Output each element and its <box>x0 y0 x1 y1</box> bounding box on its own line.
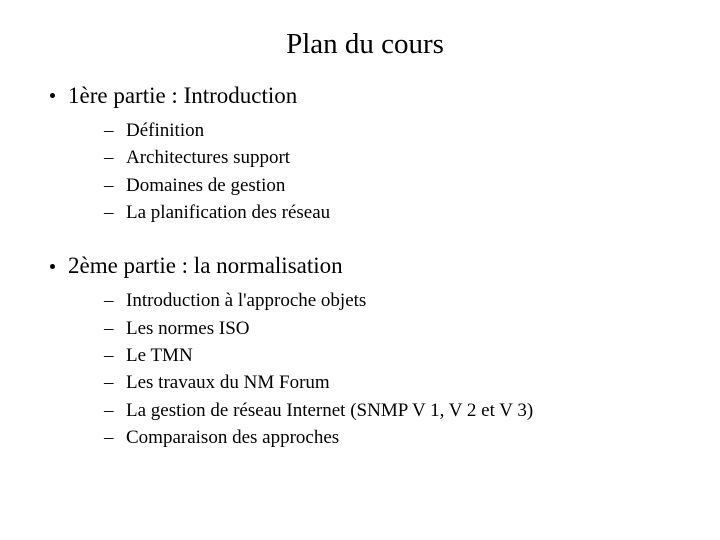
dash-icon: – <box>104 174 114 198</box>
list-item-text: Le TMN <box>126 345 193 366</box>
dash-icon: – <box>104 344 114 368</box>
section-1-items: – Définition – Architectures support – D… <box>104 119 680 225</box>
list-item-text: Définition <box>126 120 204 141</box>
dash-icon: – <box>104 371 114 395</box>
list-item-text: La gestion de réseau Internet (SNMP V 1,… <box>126 400 533 421</box>
list-item: – Domaines de gestion <box>104 174 680 198</box>
dash-icon: – <box>104 146 114 170</box>
list-item: – Les normes ISO <box>104 317 680 341</box>
dash-icon: – <box>104 399 114 423</box>
list-item-text: Architectures support <box>126 147 290 168</box>
list-item: – Architectures support <box>104 146 680 170</box>
list-item: – Définition <box>104 119 680 143</box>
list-item-text: Les normes ISO <box>126 318 249 339</box>
dash-icon: – <box>104 317 114 341</box>
list-item-text: Les travaux du NM Forum <box>126 372 330 393</box>
list-item: – La planification des réseau <box>104 201 680 225</box>
list-item: – Introduction à l'approche objets <box>104 289 680 313</box>
list-item-text: Domaines de gestion <box>126 175 285 196</box>
dash-icon: – <box>104 289 114 313</box>
section-heading-2: 2ème partie : la normalisation <box>50 253 680 279</box>
list-item: – La gestion de réseau Internet (SNMP V … <box>104 399 680 423</box>
section-heading-text: 2ème partie : la normalisation <box>68 253 343 278</box>
slide: Plan du cours 1ère partie : Introduction… <box>0 0 720 540</box>
bullet-icon <box>50 93 55 98</box>
section-heading-text: 1ère partie : Introduction <box>68 83 297 108</box>
list-item: – Les travaux du NM Forum <box>104 371 680 395</box>
list-item: – Comparaison des approches <box>104 426 680 450</box>
list-item-text: Comparaison des approches <box>126 427 339 448</box>
list-item-text: Introduction à l'approche objets <box>126 290 366 311</box>
section-heading-1: 1ère partie : Introduction <box>50 83 680 109</box>
list-item-text: La planification des réseau <box>126 202 330 223</box>
list-item: – Le TMN <box>104 344 680 368</box>
dash-icon: – <box>104 426 114 450</box>
bullet-icon <box>50 264 55 269</box>
section-2-items: – Introduction à l'approche objets – Les… <box>104 289 680 450</box>
dash-icon: – <box>104 201 114 225</box>
slide-title: Plan du cours <box>50 28 680 61</box>
dash-icon: – <box>104 119 114 143</box>
